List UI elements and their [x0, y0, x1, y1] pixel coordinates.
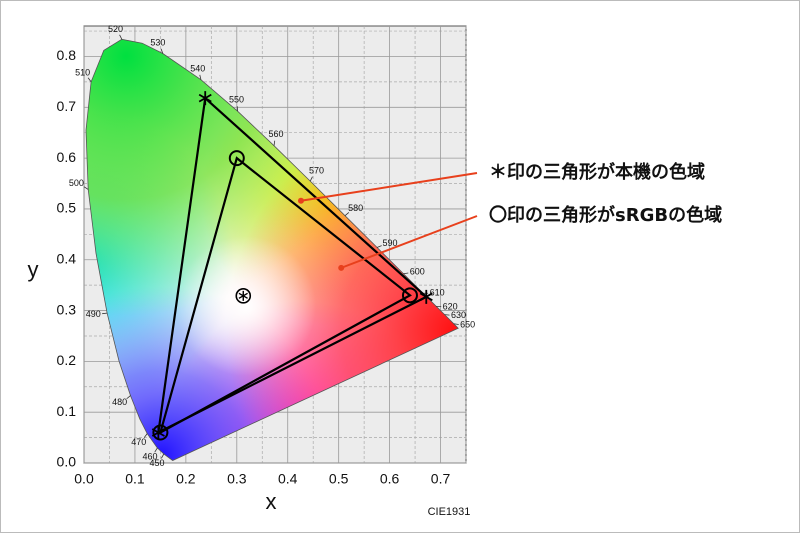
y-tick-label: 0.6 [57, 149, 77, 165]
x-tick-label: 0.1 [125, 471, 145, 487]
wavelength-tick [160, 48, 164, 54]
wavelength-label: 580 [348, 203, 363, 213]
vertex-marker [401, 287, 418, 304]
wavelength-tick [143, 433, 148, 438]
annotation: ＊印の三角形が本機の色域 [489, 161, 705, 183]
wavelength-label: 620 [443, 301, 458, 311]
wavelength-tick [376, 245, 382, 248]
wavelength-tick [87, 77, 92, 83]
x-tick-label: 0.4 [278, 471, 298, 487]
caption: CIE1931 [428, 506, 471, 518]
wavelength-label: 450 [149, 458, 164, 468]
x-tick-label: 0.7 [431, 471, 451, 487]
gamut-triangle [158, 156, 412, 435]
white-point-star [238, 290, 248, 301]
leader-dot [297, 197, 304, 204]
y-tick-label: 0.1 [57, 403, 77, 419]
wavelength-tick [126, 395, 131, 400]
wavelength-tick [199, 74, 202, 80]
leader-line [300, 172, 478, 202]
wavelength-label: 490 [86, 309, 101, 319]
wavelength-label: 460 [142, 452, 157, 462]
leader-dot [338, 264, 345, 271]
wavelength-tick [453, 323, 459, 325]
wavelength-label: 610 [430, 288, 445, 298]
leader-line [340, 215, 478, 269]
wavelength-label: 520 [108, 24, 123, 34]
x-tick-label: 0.0 [74, 471, 94, 487]
wavelength-label: 470 [131, 437, 146, 447]
wavelength-label: 480 [112, 397, 127, 407]
white-point [235, 288, 252, 304]
x-axis-label: x [266, 489, 277, 514]
y-tick-label: 0.0 [57, 454, 77, 470]
wavelength-label: 570 [309, 166, 324, 176]
x-tick-label: 0.2 [176, 471, 196, 487]
y-tick-label: 0.7 [57, 98, 77, 114]
vertex-marker [198, 91, 212, 106]
wavelength-label: 630 [451, 310, 466, 320]
wavelength-label: 500 [69, 178, 84, 188]
vertex-marker [228, 150, 245, 167]
y-axis-label: y [28, 257, 39, 282]
y-tick-label: 0.3 [57, 301, 77, 317]
annotation: 〇印の三角形がsRGBの色域 [489, 204, 722, 226]
wavelength-label: 560 [269, 129, 284, 139]
wavelength-tick [273, 140, 276, 146]
wavelength-tick [309, 176, 313, 182]
vertex-marker [419, 289, 433, 304]
x-tick-label: 0.3 [227, 471, 247, 487]
wavelength-tick [344, 212, 350, 217]
wavelength-label: 530 [150, 38, 165, 48]
wavelength-label: 600 [410, 267, 425, 277]
wavelength-tick [102, 312, 108, 315]
wavelength-tick [160, 453, 165, 459]
wavelength-tick [83, 186, 89, 190]
wavelength-label: 510 [75, 67, 90, 77]
wavelength-label: 550 [229, 95, 244, 105]
wavelength-tick [154, 447, 158, 453]
wavelength-tick [119, 34, 123, 40]
y-tick-label: 0.8 [57, 47, 77, 63]
x-tick-label: 0.5 [329, 471, 349, 487]
wavelength-tick [403, 272, 409, 275]
y-tick-label: 0.4 [57, 250, 77, 266]
y-tick-label: 0.2 [57, 352, 77, 368]
wavelength-label: 650 [460, 320, 475, 330]
x-tick-label: 0.6 [380, 471, 400, 487]
y-tick-label: 0.5 [57, 200, 77, 216]
wavelength-label: 590 [383, 238, 398, 248]
wavelength-label: 540 [190, 63, 205, 73]
vertex-marker [152, 424, 169, 441]
